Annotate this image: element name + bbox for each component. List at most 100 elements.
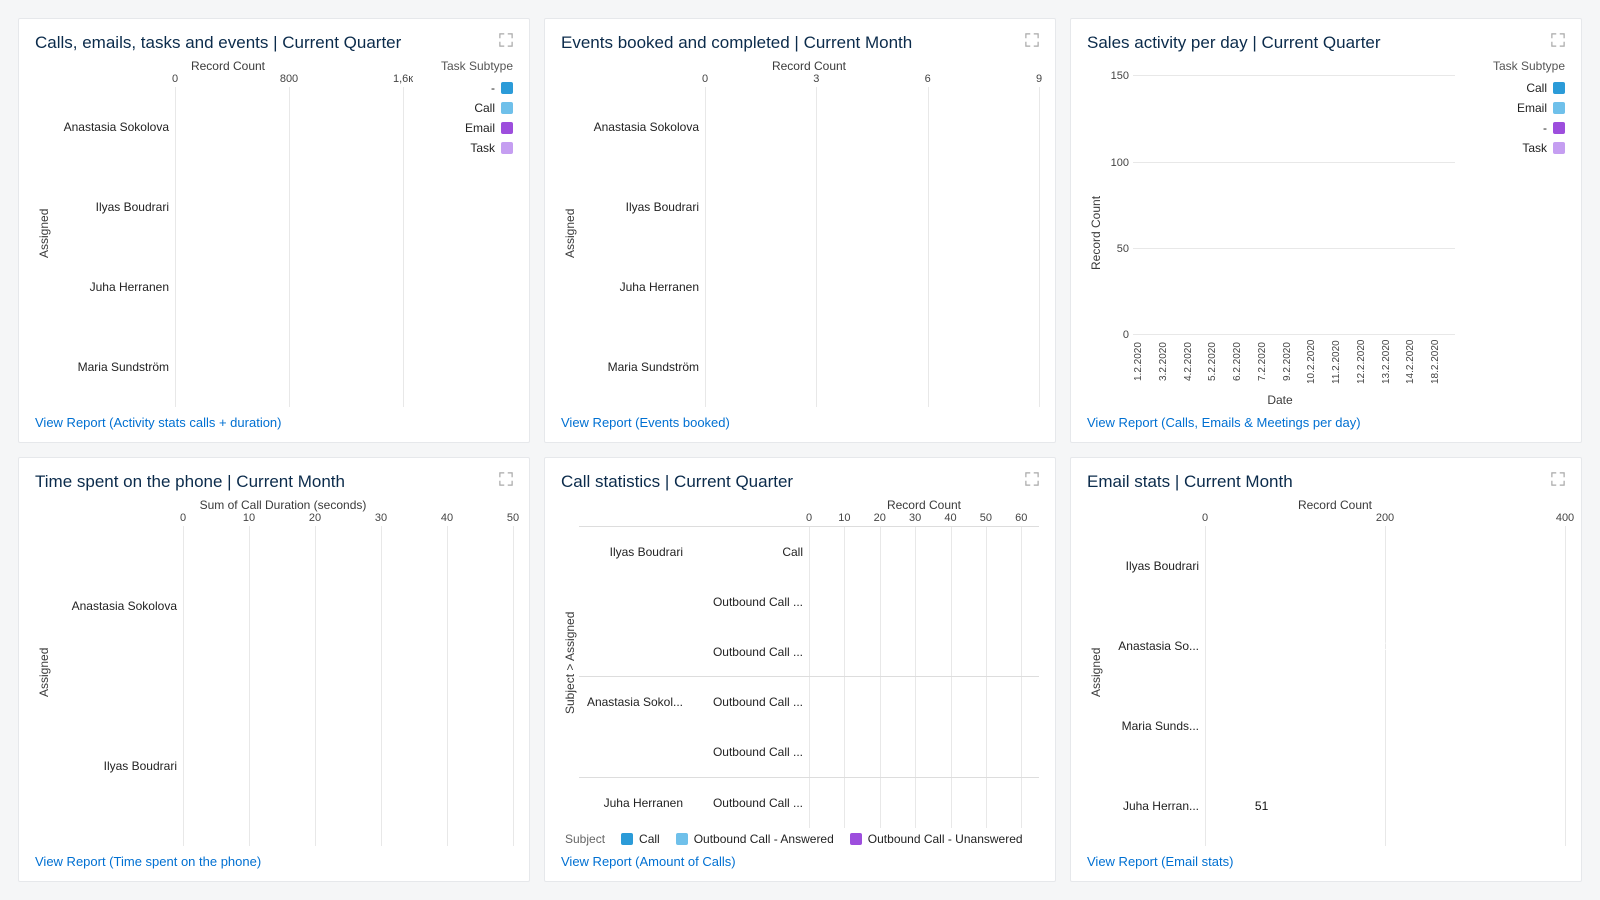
grouped-hbar-chart: Record Count 0102030405060 Ilyas Boudrar… [579, 498, 1039, 828]
bar-value: 283 [1436, 559, 1460, 573]
row-label: Anastasia Sokolova [53, 599, 183, 613]
view-report-link[interactable]: View Report (Amount of Calls) [561, 854, 1039, 869]
legend-item[interactable]: Outbound Call - Unanswered [850, 832, 1023, 846]
panel-events-booked: Events booked and completed | Current Mo… [544, 18, 1056, 443]
hbar-chart: Sum of Call Duration (seconds) 010203040… [53, 498, 513, 846]
legend-item[interactable]: Call [1463, 81, 1565, 95]
column-chart: 050100150 [1105, 59, 1455, 335]
x-tick-label: 11.2.2020 [1331, 335, 1356, 391]
legend-item[interactable]: - [1463, 121, 1565, 135]
chart-legend: SubjectCallOutbound Call - AnsweredOutbo… [561, 828, 1039, 846]
panel-sales-activity-per-day: Sales activity per day | Current Quarter… [1070, 18, 1582, 443]
row-label: Juha Herranen [53, 280, 175, 294]
legend-item[interactable]: Email [1463, 101, 1565, 115]
row-label: Anastasia So... [1105, 639, 1205, 653]
y-axis-label: Record Count [1087, 59, 1105, 407]
expand-icon[interactable] [1025, 33, 1039, 47]
chart-row: Juha Herran... 51 [1105, 766, 1565, 846]
panel-title: Events booked and completed | Current Mo… [561, 33, 912, 53]
row-subject-label: Outbound Call ... [689, 645, 809, 659]
row-label: Ilyas Boudrari [53, 759, 183, 773]
chart-row: Juha Herranen [53, 247, 403, 327]
x-tick-label: 12.2.2020 [1356, 335, 1381, 391]
chart-row: Maria Sundström [53, 327, 403, 407]
panel-title: Calls, emails, tasks and events | Curren… [35, 33, 401, 53]
hbar-chart: Record Count 08001,6к Anastasia Sokolova… [53, 59, 403, 407]
legend-item[interactable]: Call [411, 101, 513, 115]
y-axis-label: Assigned [35, 59, 53, 407]
y-axis-label: Assigned [35, 498, 53, 846]
row-group-label: Anastasia Sokol... [579, 695, 689, 709]
bar-value: 83 [1262, 719, 1279, 733]
x-tick-label: 9.2.2020 [1282, 335, 1307, 391]
legend-item[interactable]: Task [1463, 141, 1565, 155]
row-group-label: Ilyas Boudrari [579, 545, 689, 559]
row-group-label: Juha Herranen [579, 796, 689, 810]
panel-title: Sales activity per day | Current Quarter [1087, 33, 1381, 53]
chart-row: Juha Herranen Outbound Call ... [579, 777, 1039, 828]
y-axis-label: Assigned [1087, 498, 1105, 846]
x-axis-label: Date [1105, 393, 1455, 407]
panel-title: Time spent on the phone | Current Month [35, 472, 345, 492]
legend-item[interactable]: Email [411, 121, 513, 135]
chart-row: Anastasia Sokolova [53, 87, 403, 167]
view-report-link[interactable]: View Report (Calls, Emails & Meetings pe… [1087, 415, 1565, 430]
expand-icon[interactable] [1551, 472, 1565, 486]
row-subject-label: Outbound Call ... [689, 796, 809, 810]
chart-row: Ilyas Boudrari [53, 686, 513, 846]
chart-row: Anastasia Sokol... Outbound Call ... [579, 676, 1039, 727]
x-axis-label: Record Count [53, 59, 403, 73]
legend-item[interactable]: Call [621, 832, 660, 846]
chart-row: Anastasia Sokolova [53, 526, 513, 686]
row-label: Anastasia Sokolova [53, 120, 175, 134]
chart-row: Anastasia Sokolova [579, 87, 1039, 167]
panel-time-on-phone: Time spent on the phone | Current Month … [18, 457, 530, 882]
chart-row: Ilyas Boudrari 283 [1105, 526, 1565, 606]
chart-row: Anastasia So... 211 [1105, 606, 1565, 686]
y-axis-label: Subject > Assigned [561, 498, 579, 828]
row-subject-label: Outbound Call ... [689, 745, 809, 759]
expand-icon[interactable] [1025, 472, 1039, 486]
panel-call-statistics: Call statistics | Current Quarter Subjec… [544, 457, 1056, 882]
expand-icon[interactable] [499, 33, 513, 47]
view-report-link[interactable]: View Report (Activity stats calls + dura… [35, 415, 513, 430]
x-axis-label: Record Count [1105, 498, 1565, 512]
x-tick-label: 14.2.2020 [1405, 335, 1430, 391]
view-report-link[interactable]: View Report (Time spent on the phone) [35, 854, 513, 869]
chart-row: Outbound Call ... [579, 627, 1039, 677]
chart-row: Ilyas Boudrari Call [579, 526, 1039, 577]
expand-icon[interactable] [1551, 33, 1565, 47]
x-tick-label: 10.2.2020 [1306, 335, 1331, 391]
x-tick-label: 18.2.2020 [1430, 335, 1455, 391]
x-tick-label: 4.2.2020 [1183, 335, 1208, 391]
row-subject-label: Call [689, 545, 809, 559]
panel-title: Call statistics | Current Quarter [561, 472, 793, 492]
view-report-link[interactable]: View Report (Email stats) [1087, 854, 1565, 869]
row-subject-label: Outbound Call ... [689, 695, 809, 709]
legend-item[interactable]: Task [411, 141, 513, 155]
row-label: Ilyas Boudrari [1105, 559, 1205, 573]
expand-icon[interactable] [499, 472, 513, 486]
dashboard-grid: Calls, emails, tasks and events | Curren… [18, 18, 1582, 882]
x-tick-label: 7.2.2020 [1257, 335, 1282, 391]
y-axis-label: Assigned [561, 59, 579, 407]
x-axis-label: Record Count [579, 59, 1039, 73]
row-label: Ilyas Boudrari [579, 200, 705, 214]
x-tick-label: 13.2.2020 [1381, 335, 1406, 391]
legend-item[interactable]: Outbound Call - Answered [676, 832, 834, 846]
panel-title: Email stats | Current Month [1087, 472, 1293, 492]
bar-value: 211 [1372, 639, 1395, 653]
x-axis-label: Record Count [579, 498, 1039, 512]
row-label: Maria Sundström [579, 360, 705, 374]
chart-legend: Task Subtype-CallEmailTask [403, 59, 513, 407]
row-label: Maria Sunds... [1105, 719, 1205, 733]
chart-row: Outbound Call ... [579, 577, 1039, 627]
chart-row: Juha Herranen [579, 247, 1039, 327]
hbar-chart: Record Count 0200400 Ilyas Boudrari 283 … [1105, 498, 1565, 846]
legend-item[interactable]: - [411, 81, 513, 95]
x-tick-label: 5.2.2020 [1207, 335, 1232, 391]
row-label: Juha Herranen [579, 280, 705, 294]
view-report-link[interactable]: View Report (Events booked) [561, 415, 1039, 430]
x-tick-label: 6.2.2020 [1232, 335, 1257, 391]
chart-row: Ilyas Boudrari [579, 167, 1039, 247]
